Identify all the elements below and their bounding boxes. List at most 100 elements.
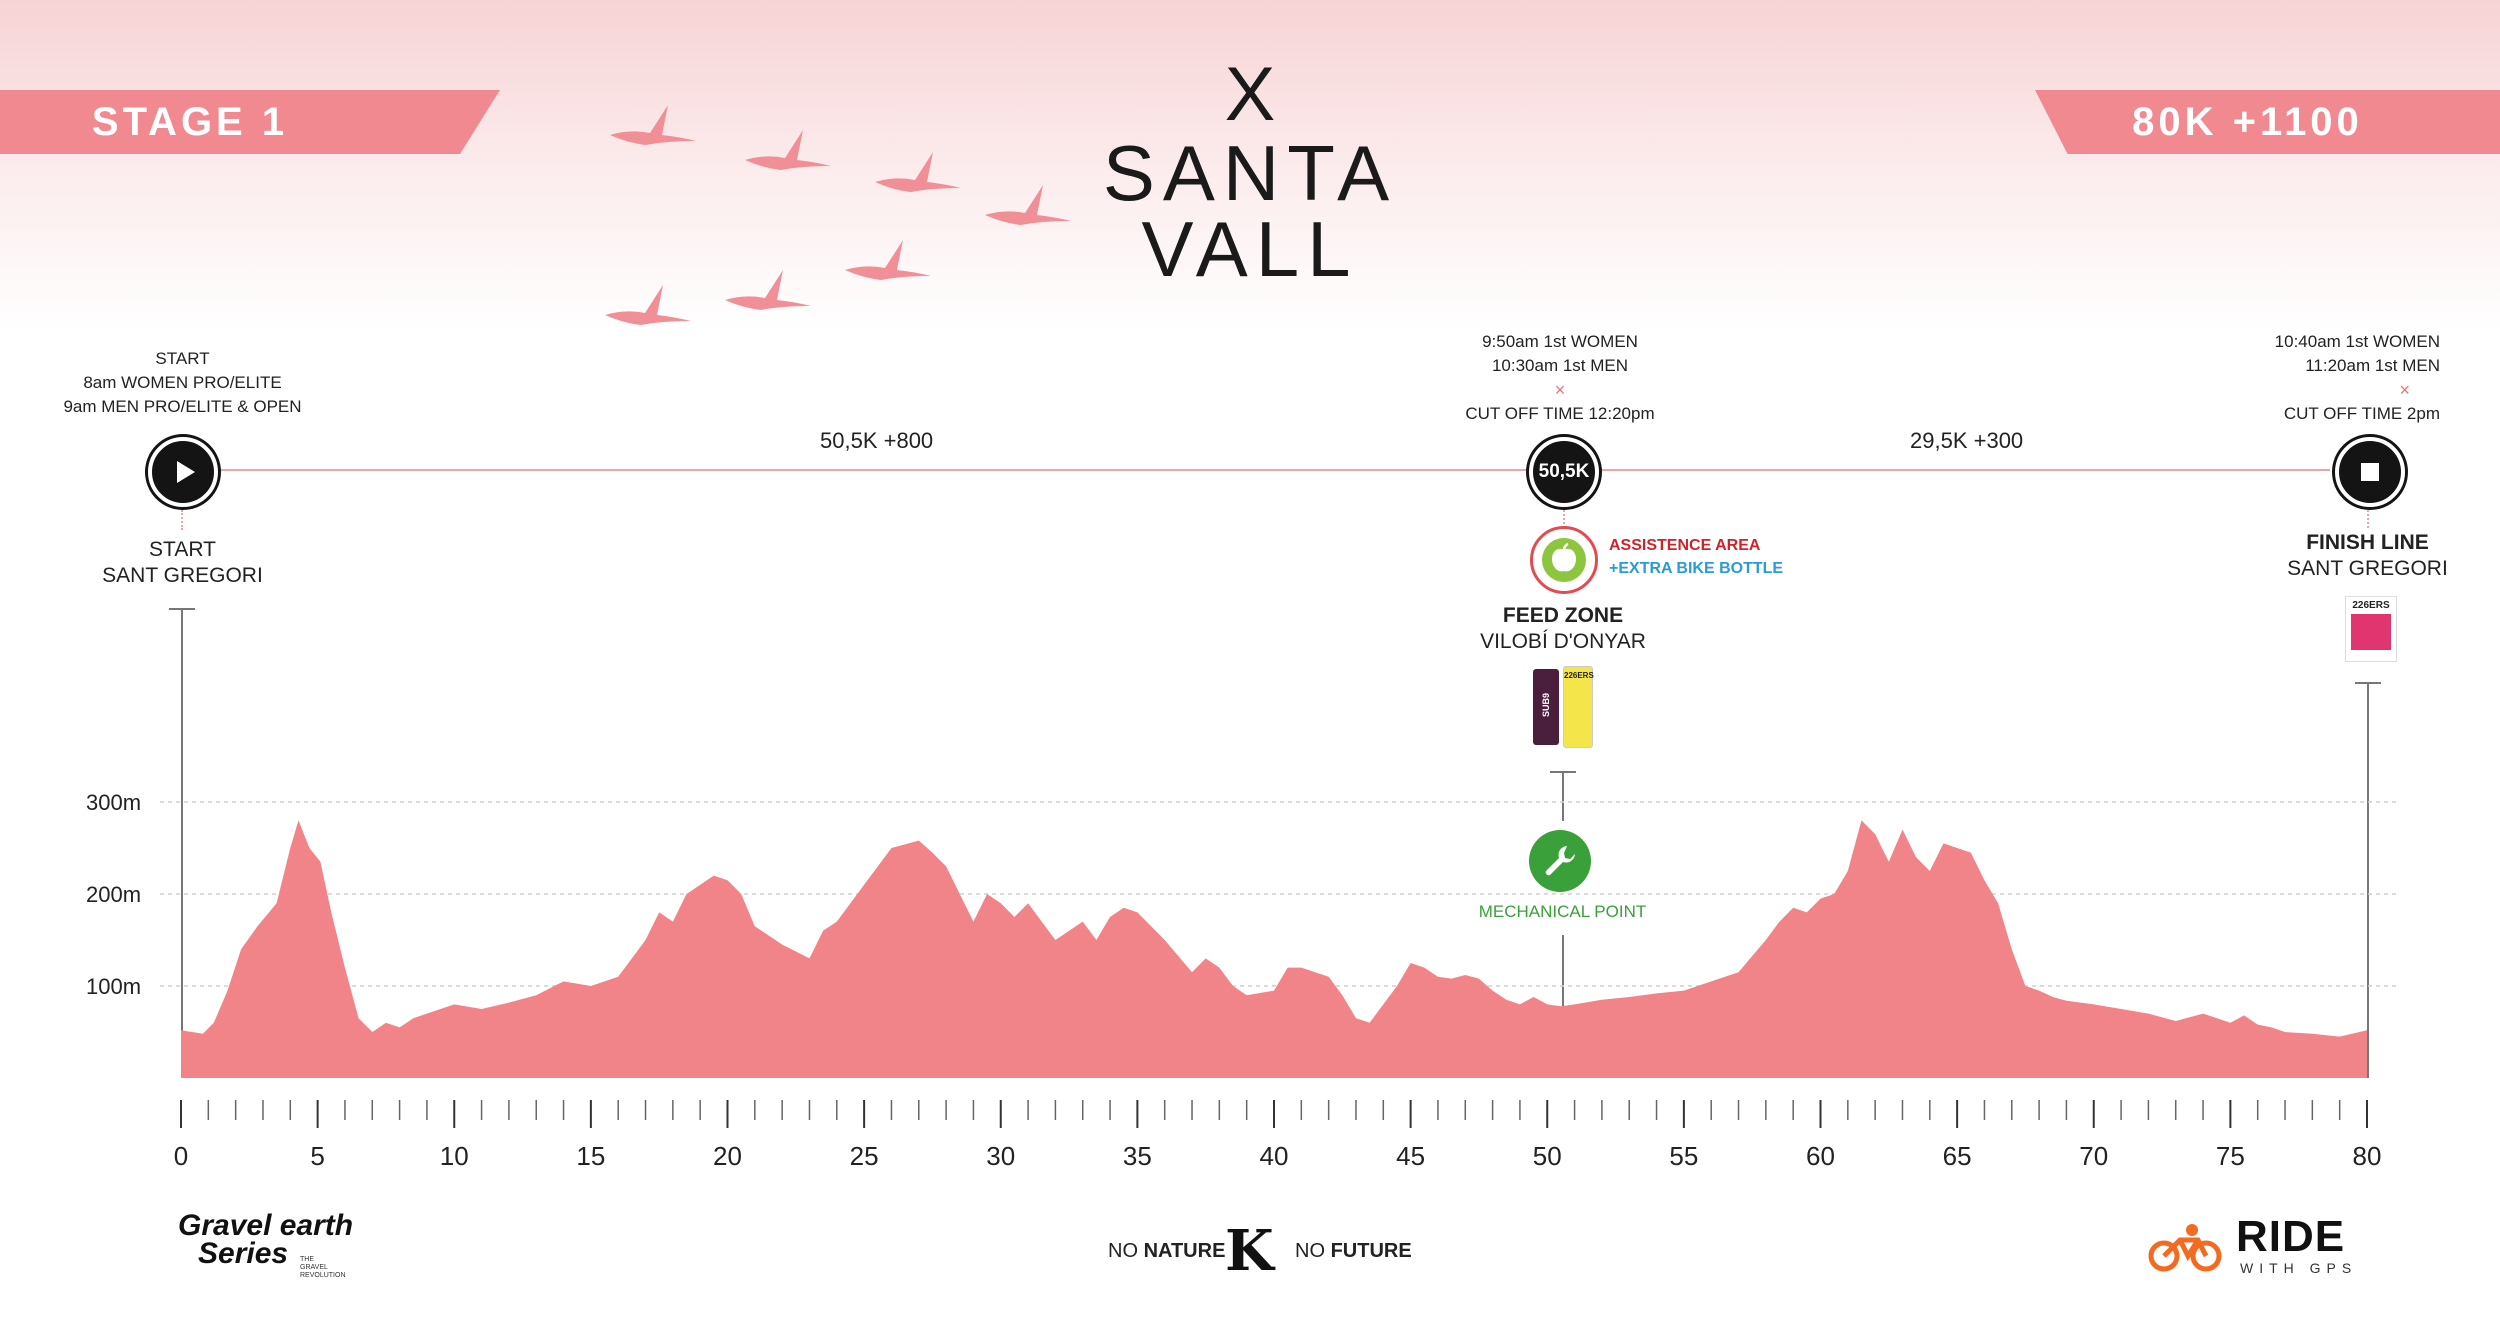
finish-drink-product: 226ERS: [2345, 596, 2397, 662]
x-tick-label: 70: [2079, 1141, 2108, 1171]
ride-logo-sub: WITH GPS: [2240, 1260, 2358, 1276]
y-tick-label: 200m: [86, 882, 141, 907]
bird-decoration: [985, 185, 1071, 225]
feed-zone-node-label: 50,5K: [1538, 461, 1590, 482]
finish-node[interactable]: [2335, 437, 2405, 507]
feed-line2: VILOBÍ D'ONYAR: [1480, 630, 1646, 653]
bird-decoration: [875, 152, 961, 192]
no-future-text: NO FUTURE: [1295, 1240, 1412, 1263]
start-name-line2: SANT GREGORI: [102, 564, 263, 587]
mid-timing: 9:50am 1st WOMEN 10:30am 1st MEN × CUT O…: [1440, 330, 1680, 426]
segment-1-label: 50,5K +800: [820, 428, 934, 453]
start-connector: [181, 510, 183, 530]
finish-drink-label: 226ERS: [2352, 600, 2390, 611]
x-tick-label: 80: [2353, 1141, 2382, 1171]
assist-title: ASSISTENCE AREA: [1609, 537, 1761, 554]
distance-ribbon: 80K +1100: [2035, 90, 2500, 154]
elevation-profile-area: [181, 820, 2367, 1078]
gel-product-2: 226ERS: [1563, 666, 1594, 748]
finish-drink-band: [2351, 614, 2391, 650]
apple-icon: [1530, 526, 1598, 594]
bird-decoration: [610, 105, 696, 145]
x-tick-label: 40: [1260, 1141, 1289, 1171]
feed-zone-node[interactable]: 50,5K: [1529, 437, 1599, 507]
x-tick-label: 30: [986, 1141, 1015, 1171]
feed-pole: [1562, 771, 1564, 821]
stop-icon: [2361, 463, 2379, 481]
bird-decoration: [725, 270, 811, 310]
start-node[interactable]: [148, 437, 218, 507]
stage-label: STAGE 1: [91, 99, 289, 144]
segment-2-label: 29,5K +300: [1910, 428, 2024, 453]
mid-time-line1: 9:50am 1st WOMEN: [1482, 332, 1638, 351]
gel-product-2-label: 226ERS: [1564, 671, 1594, 680]
x-tick-label: 5: [310, 1141, 324, 1171]
feed-zone-name: FEED ZONE VILOBÍ D'ONYAR: [1448, 603, 1678, 655]
gravel-earth-line1: Gravel earth: [178, 1209, 354, 1242]
start-info: START 8am WOMEN PRO/ELITE 9am MEN PRO/EL…: [60, 347, 305, 419]
start-name-line1: START: [149, 538, 216, 561]
gravel-earth-logo: Gravel earth Series: [178, 1209, 354, 1270]
logo-line-1: SANTA: [1102, 129, 1398, 217]
sky-background: [0, 0, 2500, 330]
finish-line2: SANT GREGORI: [2287, 557, 2448, 580]
ride-logo-main: RIDE: [2236, 1212, 2346, 1261]
start-name: START SANT GREGORI: [80, 537, 285, 589]
finish-name: FINISH LINE SANT GREGORI: [2260, 530, 2475, 582]
x-tick-label: 50: [1533, 1141, 1562, 1171]
feed-pole-cap: [1550, 771, 1576, 773]
no-nature-b: NATURE: [1143, 1240, 1226, 1262]
gel-product-1: SUB9: [1533, 669, 1559, 745]
mechanical-label: MECHANICAL POINT: [1478, 902, 1647, 921]
feed-line1: FEED ZONE: [1502, 604, 1624, 627]
play-icon: [176, 461, 195, 483]
start-pole-cap: [169, 608, 195, 610]
finish-pole-cap: [2355, 682, 2381, 684]
x-tick-label: 65: [1943, 1141, 1972, 1171]
x-tick-label: 0: [174, 1141, 188, 1171]
logo-x: X: [1224, 52, 1276, 137]
no-future-a: NO: [1295, 1240, 1331, 1262]
x-tick-label: 60: [1806, 1141, 1835, 1171]
x-tick-label: 25: [850, 1141, 879, 1171]
x-tick-label: 10: [440, 1141, 469, 1171]
x-tick-label: 55: [1669, 1141, 1698, 1171]
santa-vall-logo: X SANTA VALL: [1090, 52, 1410, 293]
birds-decoration: [605, 105, 1071, 325]
no-future-b: FUTURE: [1330, 1240, 1412, 1262]
start-pole: [181, 608, 183, 1078]
finish-time-line1: 10:40am 1st WOMEN: [2274, 332, 2440, 351]
k-logo-icon: K: [1225, 1218, 1274, 1284]
x-tick-label: 15: [576, 1141, 605, 1171]
start-info-line3: 9am MEN PRO/ELITE & OPEN: [63, 397, 302, 416]
x-tick-label: 20: [713, 1141, 742, 1171]
bird-decoration: [845, 240, 931, 280]
finish-time-line2: 11:20am 1st MEN: [2305, 356, 2440, 375]
finish-connector: [2367, 510, 2369, 528]
bird-decoration: [745, 130, 831, 170]
finish-marker: ×: [2399, 380, 2410, 400]
logo-line-2: VALL: [1141, 205, 1359, 293]
stage-ribbon: STAGE 1: [0, 90, 500, 154]
mid-connector: [1563, 510, 1565, 524]
x-tick-label: 35: [1123, 1141, 1152, 1171]
mid-marker: ×: [1554, 380, 1566, 400]
y-tick-label: 300m: [86, 790, 141, 815]
assist-sub: +EXTRA BIKE BOTTLE: [1609, 560, 1784, 577]
no-nature-a: NO: [1108, 1240, 1144, 1262]
cyclist-icon: [2148, 1224, 2222, 1272]
finish-pole: [2367, 682, 2369, 1078]
finish-cutoff: CUT OFF TIME 2pm: [2283, 404, 2440, 423]
mid-cutoff: CUT OFF TIME 12:20pm: [1465, 404, 1655, 423]
mechanical-pole: [1562, 935, 1564, 1010]
start-info-line1: START: [155, 349, 210, 368]
no-nature-text: NO NATURE: [1108, 1240, 1225, 1263]
gravel-earth-line2: Series: [198, 1237, 289, 1270]
distance-label: 80K +1100: [2132, 99, 2363, 144]
x-tick-label: 45: [1396, 1141, 1425, 1171]
start-info-line2: 8am WOMEN PRO/ELITE: [83, 373, 282, 392]
bird-decoration: [605, 285, 691, 325]
y-tick-label: 100m: [86, 974, 141, 999]
